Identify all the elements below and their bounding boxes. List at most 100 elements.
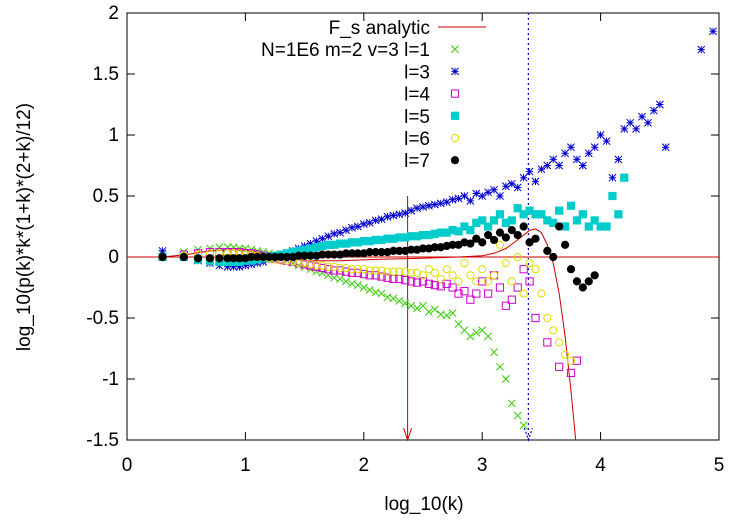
data-point [495, 210, 505, 219]
data-point [478, 216, 487, 225]
data-point [495, 228, 505, 237]
data-point [496, 192, 504, 200]
data-point [418, 277, 428, 286]
data-point [531, 313, 540, 323]
data-point [442, 198, 451, 207]
data-point [371, 266, 380, 275]
data-point [418, 271, 428, 280]
data-point [507, 226, 516, 235]
data-point [620, 124, 629, 133]
data-point [620, 173, 629, 182]
data-point [537, 210, 546, 219]
data-point [525, 259, 534, 268]
data-point [490, 348, 498, 357]
data-point [466, 271, 475, 280]
data-point [525, 238, 534, 247]
data-point [460, 259, 469, 268]
data-point [507, 399, 516, 408]
data-point [215, 254, 224, 263]
data-point [501, 301, 510, 310]
data-point [466, 239, 475, 248]
data-point [413, 304, 422, 313]
data-point [566, 368, 576, 377]
data-point [347, 265, 357, 274]
data-point [590, 271, 599, 280]
data-point [614, 155, 623, 164]
data-point [531, 234, 540, 243]
data-point [560, 350, 570, 359]
x-tick-label: 4 [595, 455, 606, 476]
data-point [638, 112, 646, 121]
legend-symbol [451, 67, 459, 76]
data-point [602, 137, 611, 146]
data-point [324, 232, 333, 241]
data-point [377, 215, 386, 224]
data-point [495, 240, 505, 249]
data-point [507, 295, 516, 304]
legend-label: l=3 [404, 62, 430, 83]
data-point [336, 275, 345, 283]
y-tick-label: 1 [108, 125, 119, 146]
data-point [507, 216, 516, 225]
y-tick-label: 2 [108, 3, 119, 24]
data-point [241, 261, 250, 270]
data-point [419, 203, 427, 211]
data-point [306, 239, 315, 248]
series-5 [158, 240, 576, 365]
data-point [342, 226, 350, 235]
data-point [549, 252, 558, 262]
data-point [365, 271, 374, 280]
data-point [525, 167, 534, 176]
data-point [537, 289, 546, 298]
data-point [472, 328, 481, 337]
data-point [342, 277, 350, 286]
data-point [318, 234, 327, 243]
x-tick-label: 2 [359, 455, 370, 476]
data-point [454, 320, 463, 329]
data-point [472, 234, 481, 243]
data-point [424, 279, 434, 288]
data-point [484, 188, 493, 197]
y-tick-label: -1.5 [86, 430, 119, 451]
data-point [383, 267, 392, 276]
data-point [448, 271, 457, 280]
legend-label: l=6 [404, 129, 430, 150]
data-point [578, 210, 587, 219]
legend-symbol [450, 156, 460, 165]
data-point [389, 211, 398, 220]
data-point [578, 283, 587, 292]
data-point [566, 201, 576, 210]
data-point [709, 27, 718, 36]
data-point [525, 277, 534, 286]
data-point [454, 277, 463, 286]
data-point [513, 411, 522, 420]
y-tick-label: 1.5 [93, 64, 119, 85]
data-point [401, 209, 410, 218]
data-point [395, 267, 404, 276]
data-point [632, 124, 641, 133]
data-point [501, 182, 510, 191]
data-point [448, 283, 457, 292]
data-point [484, 332, 493, 341]
data-point [549, 326, 558, 335]
data-point [377, 289, 386, 298]
series-6 [158, 222, 599, 292]
data-point [507, 179, 516, 188]
data-point [531, 177, 540, 186]
data-point [507, 277, 516, 286]
data-point [466, 295, 475, 304]
data-point [543, 313, 552, 323]
data-point [235, 262, 244, 271]
legend-symbol [451, 45, 459, 54]
data-point [353, 265, 362, 274]
data-point [448, 195, 457, 204]
data-point [430, 200, 439, 209]
data-point [584, 149, 593, 158]
threshold-arrowhead [403, 427, 413, 442]
data-point [436, 199, 445, 208]
data-point [424, 201, 433, 210]
data-point [626, 118, 635, 127]
data-point [424, 265, 434, 274]
data-point [312, 261, 321, 270]
